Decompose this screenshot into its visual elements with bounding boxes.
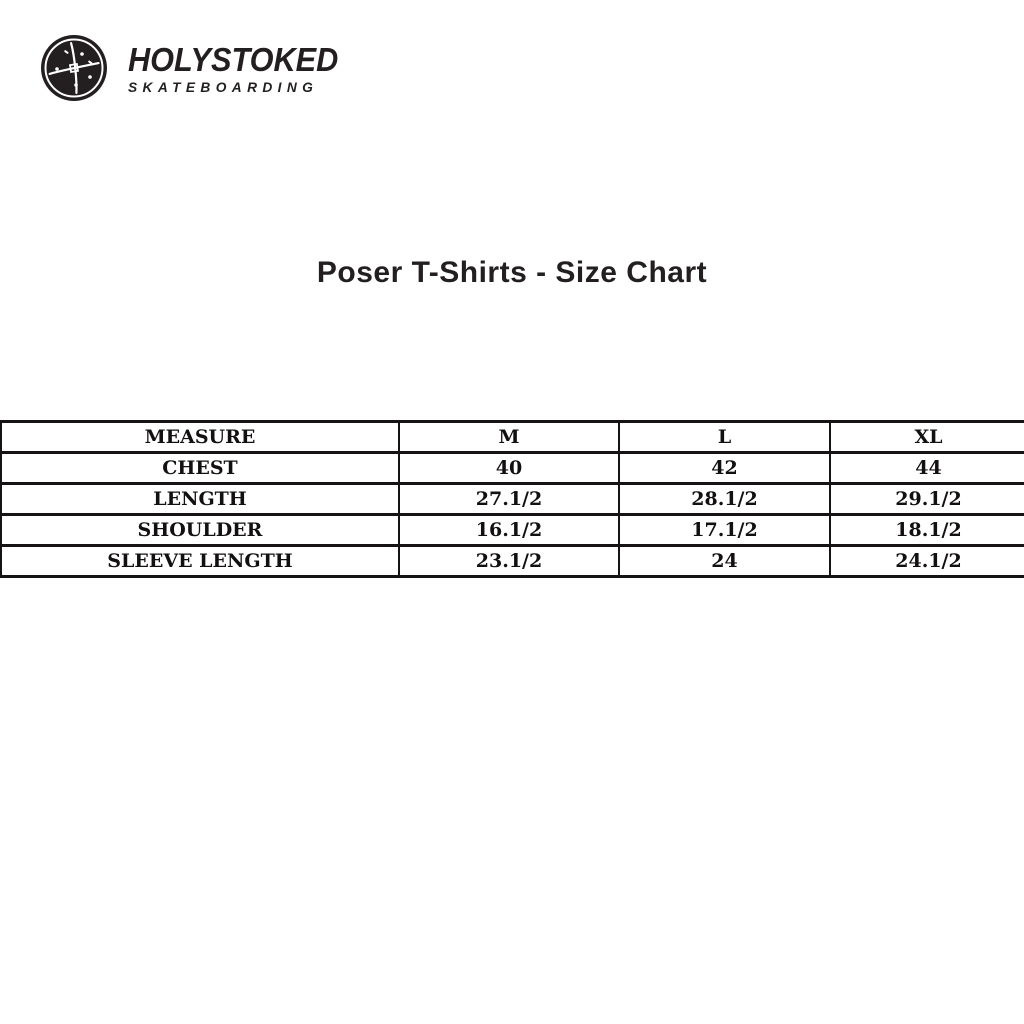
size-chart-table: MEASURE M L XL CHEST 40 42 44 LENGTH 27.… bbox=[0, 420, 1024, 578]
column-header-size-m: M bbox=[398, 420, 620, 454]
length-m-value: 27.1/2 bbox=[398, 482, 620, 516]
sleeve-length-xl-value: 24.1/2 bbox=[829, 544, 1024, 578]
table-row-sleeve-length: SLEEVE LENGTH 23.1/2 24 24.1/2 bbox=[0, 544, 1024, 578]
column-header-size-xl: XL bbox=[829, 420, 1024, 454]
table-row-chest: CHEST 40 42 44 bbox=[0, 451, 1024, 485]
brand-subtitle: SKATEBOARDING bbox=[128, 78, 319, 95]
holystoked-logo-icon bbox=[40, 34, 108, 102]
shoulder-l-value: 17.1/2 bbox=[618, 513, 831, 547]
sleeve-length-m-value: 23.1/2 bbox=[398, 544, 620, 578]
chest-m-value: 40 bbox=[398, 451, 620, 485]
row-label-length: LENGTH bbox=[0, 482, 400, 516]
table-header-row: MEASURE M L XL bbox=[0, 420, 1024, 454]
column-header-measure: MEASURE bbox=[0, 420, 400, 454]
brand-name: HOLYSTOKED bbox=[128, 40, 339, 78]
brand-logo: HOLYSTOKED SKATEBOARDING bbox=[40, 34, 354, 102]
page-title: Poser T-Shirts - Size Chart bbox=[316, 256, 708, 289]
sleeve-length-l-value: 24 bbox=[618, 544, 831, 578]
length-xl-value: 29.1/2 bbox=[829, 482, 1024, 516]
row-label-sleeve-length: SLEEVE LENGTH bbox=[0, 544, 400, 578]
row-label-shoulder: SHOULDER bbox=[0, 513, 400, 547]
shoulder-m-value: 16.1/2 bbox=[398, 513, 620, 547]
row-label-chest: CHEST bbox=[0, 451, 400, 485]
chest-xl-value: 44 bbox=[829, 451, 1024, 485]
chest-l-value: 42 bbox=[618, 451, 831, 485]
shoulder-xl-value: 18.1/2 bbox=[829, 513, 1024, 547]
table-row-shoulder: SHOULDER 16.1/2 17.1/2 18.1/2 bbox=[0, 513, 1024, 547]
column-header-size-l: L bbox=[618, 420, 831, 454]
brand-logo-text: HOLYSTOKED SKATEBOARDING bbox=[128, 43, 354, 94]
table-row-length: LENGTH 27.1/2 28.1/2 29.1/2 bbox=[0, 482, 1024, 516]
length-l-value: 28.1/2 bbox=[618, 482, 831, 516]
